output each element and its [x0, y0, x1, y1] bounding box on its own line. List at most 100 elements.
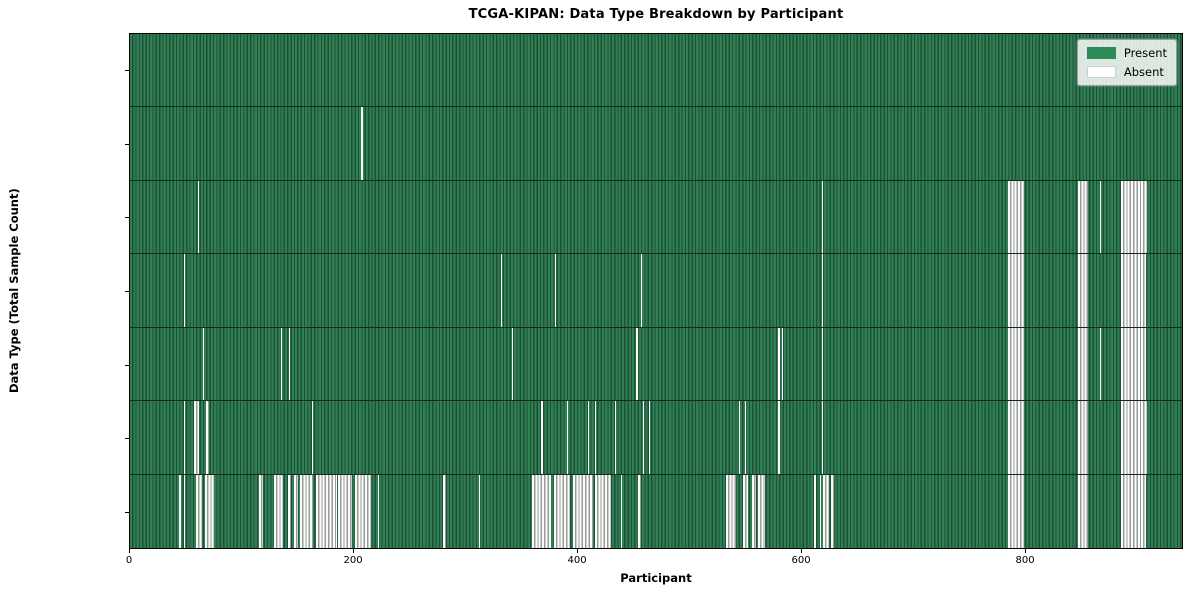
- legend-item-present: Present: [1086, 46, 1167, 60]
- x-tick-mark: [801, 549, 803, 553]
- absent-stripe: [751, 474, 757, 548]
- absent-stripe: [1007, 474, 1025, 548]
- absent-stripe: [637, 474, 641, 548]
- absent-stripe: [1007, 401, 1025, 474]
- absent-stripe: [1100, 327, 1102, 401]
- absent-stripe: [620, 474, 622, 548]
- heatmap-row-Clinical: [130, 107, 1182, 181]
- x-tick-label: 400: [567, 555, 587, 566]
- absent-stripe: [553, 474, 571, 548]
- absent-stripe: [1007, 180, 1025, 254]
- absent-stripe: [312, 401, 314, 474]
- absent-stripe: [1120, 327, 1147, 401]
- absent-stripe: [315, 474, 337, 548]
- absent-stripe: [567, 401, 569, 474]
- absent-stripe: [258, 474, 264, 548]
- y-tick-mark: [125, 512, 129, 514]
- absent-stripe: [532, 474, 552, 548]
- absent-stripe: [354, 474, 372, 548]
- absent-stripe: [778, 327, 780, 401]
- absent-stripe: [822, 327, 824, 401]
- absent-stripe: [1120, 180, 1148, 254]
- absent-stripe: [198, 180, 200, 254]
- absent-stripe: [443, 474, 447, 548]
- absent-stripe: [288, 327, 290, 401]
- x-tick-mark: [353, 549, 355, 553]
- absent-stripe: [739, 401, 741, 474]
- absent-stripe: [1007, 327, 1025, 401]
- absent-stripe: [595, 401, 597, 474]
- y-tick-mark: [125, 438, 129, 440]
- absent-stripe: [819, 474, 821, 548]
- absent-stripe: [640, 254, 643, 327]
- y-tick-mark: [125, 364, 129, 366]
- absent-stripe: [1078, 327, 1089, 401]
- heatmap-row-BCR: [130, 34, 1182, 108]
- absent-stripe: [541, 401, 543, 474]
- absent-stripe: [361, 107, 363, 180]
- absent-stripe: [478, 474, 480, 548]
- absent-stripe: [280, 327, 283, 401]
- absent-stripe: [337, 474, 353, 548]
- plot-area: Present Absent: [129, 33, 1183, 549]
- legend-label: Absent: [1123, 65, 1164, 79]
- heatmap-row-MAF: [130, 474, 1182, 548]
- absent-stripe: [202, 327, 204, 401]
- absent-stripe: [183, 254, 185, 327]
- heatmap-row-miR: [130, 401, 1182, 475]
- absent-stripe: [1078, 254, 1089, 327]
- absent-stripe: [204, 474, 214, 548]
- heatmap-row-mRNA: [130, 327, 1182, 402]
- absent-stripe: [588, 401, 590, 474]
- absent-stripe: [299, 474, 314, 548]
- absent-stripe: [778, 401, 780, 474]
- absent-stripe: [822, 180, 824, 254]
- x-tick-label: 600: [791, 555, 811, 566]
- plot-rows: [130, 34, 1182, 548]
- absent-stripe: [822, 401, 824, 474]
- absent-stripe: [195, 474, 202, 548]
- absent-stripe: [183, 474, 185, 548]
- absent-stripe: [648, 401, 650, 474]
- absent-stripe: [1120, 401, 1148, 474]
- absent-stripe: [1078, 474, 1089, 548]
- absent-stripe: [744, 401, 746, 474]
- absent-stripe: [742, 474, 749, 548]
- absent-stripe: [1078, 401, 1089, 474]
- absent-stripe: [554, 254, 556, 327]
- y-tick-mark: [125, 291, 129, 292]
- absent-stripe: [1007, 254, 1025, 327]
- absent-stripe: [636, 327, 638, 401]
- x-tick-mark: [577, 549, 579, 553]
- heatmap-row-Methylation: [130, 254, 1182, 328]
- chart-title: TCGA-KIPAN: Data Type Breakdown by Parti…: [468, 7, 844, 22]
- y-tick-mark: [125, 143, 129, 145]
- x-tick-label: 0: [125, 555, 133, 566]
- absent-stripe: [725, 474, 736, 548]
- absent-stripe: [814, 474, 817, 548]
- absent-stripe: [830, 474, 835, 548]
- absent-stripe: [274, 474, 284, 548]
- absent-stripe: [823, 474, 829, 548]
- absent-stripe: [1120, 474, 1147, 548]
- absent-stripe: [1100, 180, 1102, 254]
- absent-stripe: [572, 474, 593, 548]
- absent-stripe: [512, 327, 514, 401]
- absent-stripe: [1078, 180, 1089, 254]
- absent-stripe: [781, 327, 783, 401]
- absent-stripe: [615, 401, 617, 474]
- absent-stripe: [179, 474, 182, 548]
- y-tick-mark: [125, 69, 129, 71]
- x-tick-mark: [129, 549, 130, 553]
- legend-item-absent: Absent: [1086, 65, 1167, 79]
- legend: Present Absent: [1076, 39, 1177, 86]
- x-tick-label: 800: [1015, 555, 1035, 566]
- legend-swatch-absent: [1086, 66, 1116, 78]
- y-tick-mark: [125, 217, 129, 219]
- legend-label: Present: [1123, 46, 1167, 60]
- absent-stripe: [1120, 254, 1147, 327]
- absent-stripe: [501, 254, 503, 327]
- absent-stripe: [294, 474, 298, 548]
- x-tick-mark: [1025, 549, 1027, 553]
